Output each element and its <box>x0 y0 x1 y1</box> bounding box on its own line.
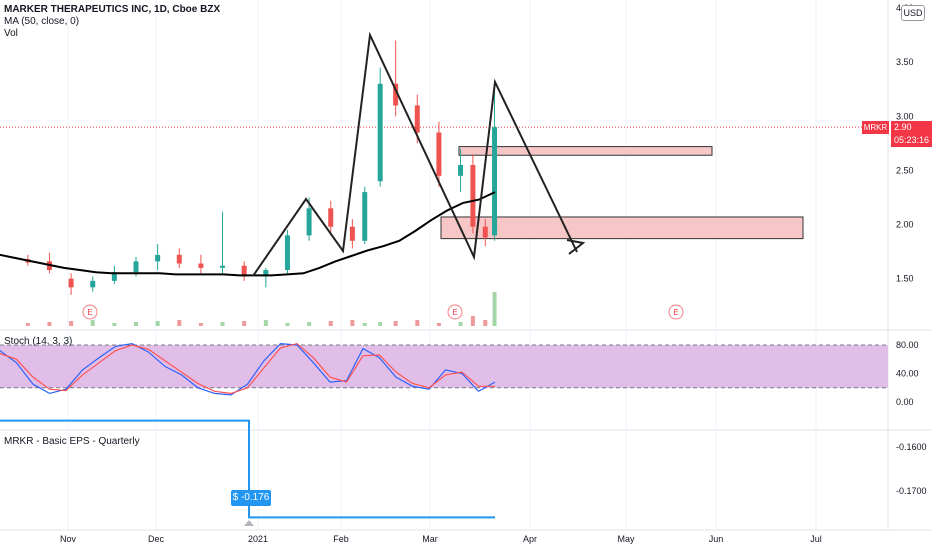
volume-bar <box>393 321 398 326</box>
eps-value-tag: $ -0.176 <box>231 490 271 506</box>
support-zone <box>440 216 804 240</box>
candle-body <box>306 208 312 236</box>
candle-body <box>68 278 74 288</box>
earnings-marker <box>82 304 98 320</box>
candle-body <box>436 132 442 176</box>
candle-body <box>133 261 139 273</box>
candle-body <box>155 254 161 262</box>
volume-bar <box>90 320 95 326</box>
volume-bar <box>362 323 367 326</box>
stoch-tick-label: 0.00 <box>896 397 914 407</box>
candle-body <box>393 83 399 106</box>
candle-body <box>377 83 383 182</box>
arrow-head <box>566 239 586 255</box>
time-tick-label: Nov <box>60 534 77 544</box>
stoch-band <box>0 345 888 388</box>
volume-bar <box>134 322 138 326</box>
price-tick-label: 1.50 <box>896 274 914 284</box>
candle-body <box>284 235 290 271</box>
volume-bar <box>470 316 475 326</box>
stoch-k-line <box>0 342 496 396</box>
candle-body <box>492 127 498 236</box>
candle-body <box>328 208 334 227</box>
last-price-tag: 2.90 05:23:16 <box>891 121 932 147</box>
time-tick-label: Feb <box>333 534 349 544</box>
volume-bar <box>47 322 52 326</box>
volume-bar <box>198 323 203 326</box>
eps-line <box>0 419 495 519</box>
symbol-title[interactable]: MARKER THERAPEUTICS INC, 1D, Cboe BZX <box>4 4 221 15</box>
price-tick-label: 3.00 <box>896 111 914 121</box>
chart-legend: MARKER THERAPEUTICS INC, 1D, Cboe BZX MA… <box>4 4 220 40</box>
time-tick-label: Jun <box>709 534 724 544</box>
candle-body <box>349 226 355 241</box>
candle-body <box>176 254 182 264</box>
price-tick-label: 2.50 <box>896 165 914 175</box>
volume-bar <box>436 323 441 326</box>
earnings-marker <box>447 304 463 320</box>
ma-legend[interactable]: MA (50, close, 0) <box>4 16 80 27</box>
volume-bar <box>350 320 355 326</box>
volume-bar <box>155 321 160 326</box>
eps-tick-label: -0.1700 <box>896 486 927 496</box>
volume-bar <box>25 323 30 326</box>
candle-body <box>362 192 368 241</box>
stoch-legend[interactable]: Stoch (14, 3, 3) <box>4 336 73 347</box>
volume-bar <box>307 322 312 326</box>
stoch-d-line <box>0 342 495 395</box>
eps-tick-label: -0.1600 <box>896 442 927 452</box>
volume-bar <box>378 322 383 326</box>
time-tick-label: Mar <box>422 534 438 544</box>
volume-bar <box>242 321 247 326</box>
bar-countdown: 05:23:16 <box>894 135 930 145</box>
volume-bar <box>492 292 497 326</box>
earnings-marker-label: E <box>87 308 92 317</box>
volume-bar <box>69 321 74 326</box>
candle-body <box>220 265 226 268</box>
candle-body <box>111 272 117 281</box>
earnings-marker-label: E <box>673 308 678 317</box>
volume-bar <box>285 323 290 326</box>
candle-body <box>90 280 96 288</box>
price-tick-label: 2.00 <box>896 220 914 230</box>
price-tick-label: 3.50 <box>896 57 914 67</box>
time-tick-label: 2021 <box>248 534 268 544</box>
volume-bar <box>483 320 488 326</box>
volume-bar <box>263 320 268 326</box>
candle-body <box>414 105 420 133</box>
time-tick-label: Apr <box>523 534 537 544</box>
last-price: 2.90 <box>894 122 912 132</box>
eps-point-marker <box>244 520 254 526</box>
vol-legend[interactable]: Vol <box>4 28 18 39</box>
volume-bar <box>177 320 182 326</box>
volume-bar <box>458 322 463 326</box>
candle-body <box>470 165 476 227</box>
candle-body <box>458 165 464 176</box>
time-tick-label: Jul <box>810 534 822 544</box>
resistance-zone <box>458 146 713 156</box>
currency-button[interactable]: USD <box>901 5 925 21</box>
candle-body <box>482 226 488 238</box>
candle-body <box>241 265 247 277</box>
volume-bar <box>415 320 420 326</box>
time-tick-label: May <box>617 534 635 544</box>
trend-drawing <box>252 31 578 277</box>
earnings-marker-label: E <box>452 308 457 317</box>
candle-body <box>263 270 269 277</box>
eps-legend[interactable]: MRKR - Basic EPS - Quarterly <box>4 436 140 447</box>
stoch-tick-label: 80.00 <box>896 340 919 350</box>
volume-bar <box>328 321 333 326</box>
stoch-tick-label: 40.00 <box>896 369 919 379</box>
time-tick-label: Dec <box>148 534 165 544</box>
ticker-tag: MRKR <box>862 121 889 134</box>
candle-body <box>198 263 204 268</box>
earnings-marker <box>668 304 684 320</box>
volume-bar <box>220 322 225 326</box>
volume-bar <box>112 323 117 326</box>
ma-line <box>0 191 496 277</box>
